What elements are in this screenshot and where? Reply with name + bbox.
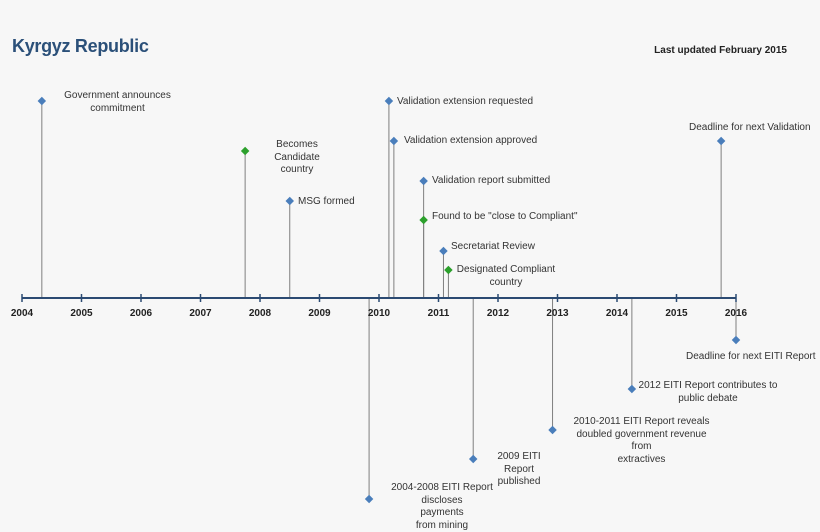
year-label: 2005	[70, 308, 93, 319]
last-updated-note: Last updated February 2015	[654, 45, 787, 56]
event-label: 2004-2008 EITI Report discloses payments…	[391, 482, 493, 531]
event-marker	[731, 335, 741, 345]
year-label: 2011	[427, 308, 450, 319]
event-marker	[439, 246, 448, 256]
event-marker	[419, 176, 428, 186]
page-title: Kyrgyz Republic	[12, 36, 149, 56]
event-marker	[468, 454, 478, 464]
event-label: Validation extension requested	[397, 96, 534, 107]
year-label: 2013	[546, 308, 569, 319]
event-marker	[389, 136, 399, 146]
event-label: Becomes Candidate country	[274, 139, 320, 175]
event-marker	[548, 425, 557, 435]
year-label: 2007	[189, 308, 212, 319]
event-label: 2012 EITI Report contributes to public d…	[638, 380, 778, 404]
event-label: Secretariat Review	[451, 241, 535, 252]
event-label: MSG formed	[298, 196, 355, 207]
event-marker	[285, 196, 294, 206]
event-label: Validation extension approved	[404, 135, 538, 146]
year-label: 2014	[605, 308, 629, 319]
event-label: Designated Compliant country	[456, 264, 556, 288]
year-label: 2012	[486, 308, 510, 319]
event-marker	[240, 146, 250, 156]
event-label: Validation report submitted	[432, 175, 551, 186]
year-label: 2006	[129, 308, 153, 319]
event-label: 2009 EITI Report published	[497, 451, 541, 487]
ticks-layer	[21, 294, 737, 302]
event-label: Deadline for next Validation	[689, 122, 811, 133]
event-marker	[364, 494, 374, 504]
event-marker	[37, 96, 47, 106]
event-label: 2010-2011 EITI Report reveals doubled go…	[573, 416, 710, 465]
year-label: 2004	[10, 308, 34, 319]
event-label: Deadline for next EITI Report	[686, 351, 816, 362]
year-label: 2016	[724, 308, 748, 319]
year-label: 2009	[308, 308, 331, 319]
event-marker	[384, 96, 394, 106]
event-marker	[627, 384, 637, 394]
event-marker	[419, 215, 428, 225]
year-label: 2010	[367, 308, 391, 319]
event-label: Government announces commitment	[64, 90, 171, 114]
event-label: Found to be "close to Compliant"	[432, 211, 578, 222]
event-marker	[716, 136, 726, 146]
event-marker	[444, 265, 453, 275]
stems-layer	[41, 101, 737, 499]
year-label: 2015	[665, 308, 688, 319]
year-label: 2008	[248, 308, 272, 319]
